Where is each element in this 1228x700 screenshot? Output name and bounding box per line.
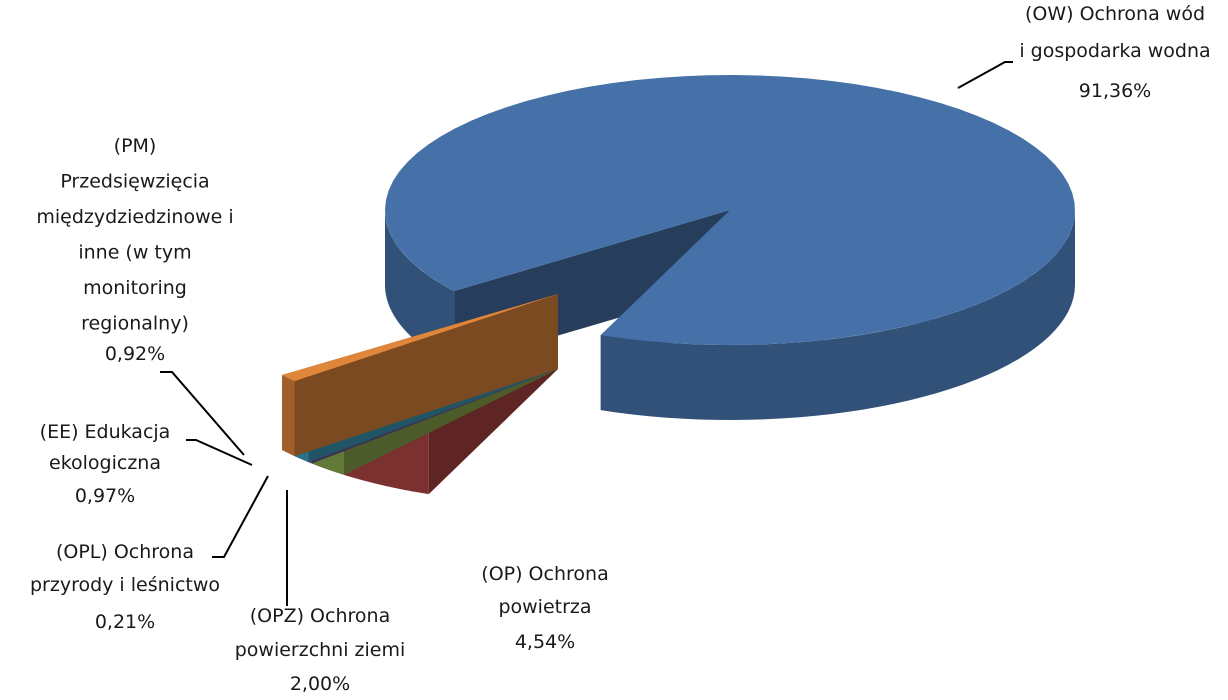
slice-top bbox=[385, 75, 1075, 345]
leader-line bbox=[212, 475, 269, 558]
label-line: i gospodarka wodna bbox=[1019, 40, 1210, 62]
label-line: Przedsięwzięcia bbox=[60, 171, 209, 193]
slice-side bbox=[385, 210, 455, 367]
slice-label: (OPZ) Ochrona powierzchni ziemi bbox=[235, 605, 406, 661]
leader-line bbox=[957, 61, 1013, 89]
value-label: 0,21% bbox=[95, 611, 155, 633]
label-line: (OW) Ochrona wód bbox=[1025, 3, 1205, 25]
pie bbox=[282, 75, 1075, 495]
value-label: 91,36% bbox=[1079, 80, 1151, 102]
slice-top bbox=[282, 294, 558, 382]
slice-wall bbox=[282, 294, 558, 451]
label-line: przyrody i leśnictwo bbox=[30, 574, 220, 596]
value-label: 0,97% bbox=[75, 485, 135, 507]
label-line: powierzchni ziemi bbox=[235, 639, 406, 661]
label-line: ekologiczna bbox=[49, 452, 161, 474]
label-line: (PM) bbox=[114, 135, 157, 157]
slice-label: (EE) Edukacja ekologiczna bbox=[40, 421, 171, 474]
label-line: inne (w tym bbox=[78, 242, 191, 264]
leader-line bbox=[186, 439, 253, 466]
leader-line bbox=[160, 371, 245, 456]
label-line: monitoring bbox=[83, 277, 187, 299]
value-label: 4,54% bbox=[515, 631, 575, 653]
slice-label: (PM) Przedsięwzięcia międzydziedzinowe i in… bbox=[36, 135, 233, 335]
slice bbox=[282, 294, 558, 457]
slice-label: (OW) Ochrona wód i gospodarka wodna bbox=[1019, 3, 1210, 62]
label-line: regionalny) bbox=[81, 313, 189, 335]
slice-label: (OP) Ochrona powietrza bbox=[481, 563, 608, 618]
slice-side bbox=[600, 210, 1075, 420]
slice-side bbox=[282, 375, 295, 457]
slice-label: (OPL) Ochrona przyrody i leśnictwo bbox=[30, 541, 220, 596]
label-line: (EE) Edukacja bbox=[40, 421, 171, 443]
value-label: 0,92% bbox=[105, 343, 165, 365]
label-line: (OPZ) Ochrona bbox=[250, 605, 390, 627]
value-label: 2,00% bbox=[290, 673, 350, 695]
label-line: powietrza bbox=[498, 596, 591, 618]
label-line: (OPL) Ochrona bbox=[56, 541, 194, 563]
label-line: (OP) Ochrona bbox=[481, 563, 608, 585]
label-line: międzydziedzinowe i bbox=[36, 206, 233, 228]
